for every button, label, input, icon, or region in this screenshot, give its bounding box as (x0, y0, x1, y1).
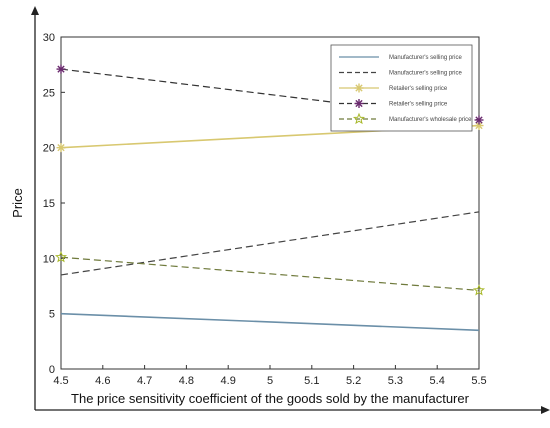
outer-x-arrow-head (541, 406, 550, 414)
x-tick-label: 4.9 (221, 375, 236, 387)
series-line-0 (60, 312, 480, 332)
x-tick-label: 4.8 (179, 375, 194, 387)
x-tick-label: 4.5 (53, 375, 68, 387)
x-tick-label: 5.3 (388, 375, 403, 387)
outer-y-arrow-head (31, 6, 39, 15)
series-4-point-marker (472, 284, 486, 296)
series-3-point-marker (56, 64, 66, 74)
x-tick-label: 4.6 (95, 375, 110, 387)
y-axis-title: Price (10, 188, 25, 218)
x-tick-label: 5.2 (346, 375, 361, 387)
series-line-3 (60, 68, 480, 121)
legend: Manufacturer's selling price Manufacturer… (330, 44, 473, 132)
legend-label-1: Manufacturer's selling price (389, 71, 463, 77)
legend-marker-3 (354, 99, 364, 108)
series-line-1 (60, 211, 480, 276)
ticks-layer: 4.5 4.6 4.7 4.8 4.9 5 5.1 5.2 5.3 5.4 5.5 0 5 10 15 20 2… (43, 32, 487, 387)
y-tick-label: 0 (49, 364, 55, 376)
legend-label-0: Manufacturer's selling price (389, 55, 463, 61)
x-tick-label: 5.5 (471, 375, 486, 387)
x-tick-label: 5.4 (430, 375, 445, 387)
legend-marker-4 (352, 112, 366, 125)
legend-label-4: Manufacturer's wholesale price (389, 117, 472, 123)
x-tick-label: 5.1 (304, 375, 319, 387)
y-tick-label: 10 (43, 253, 55, 265)
y-tick-label: 30 (43, 32, 55, 44)
x-axis-title: The price sensitivity coefficient of the… (71, 391, 470, 406)
legend-label-3: Retailer's selling price (389, 102, 448, 108)
series-layer (54, 64, 486, 332)
series-line-4 (60, 256, 480, 292)
x-tick-label: 5 (267, 375, 273, 387)
y-tick-label: 15 (43, 198, 55, 210)
y-tick-label: 25 (43, 87, 55, 99)
x-tick-label: 4.7 (137, 375, 152, 387)
legend-marker-2 (354, 83, 364, 93)
series-4-point-marker (54, 250, 68, 263)
y-tick-label: 5 (49, 309, 55, 321)
legend-label-2: Retailer's selling price (389, 86, 448, 92)
series-2-point-marker (56, 143, 66, 153)
series-3-point-marker (474, 115, 484, 125)
y-tick-label: 20 (43, 143, 55, 155)
